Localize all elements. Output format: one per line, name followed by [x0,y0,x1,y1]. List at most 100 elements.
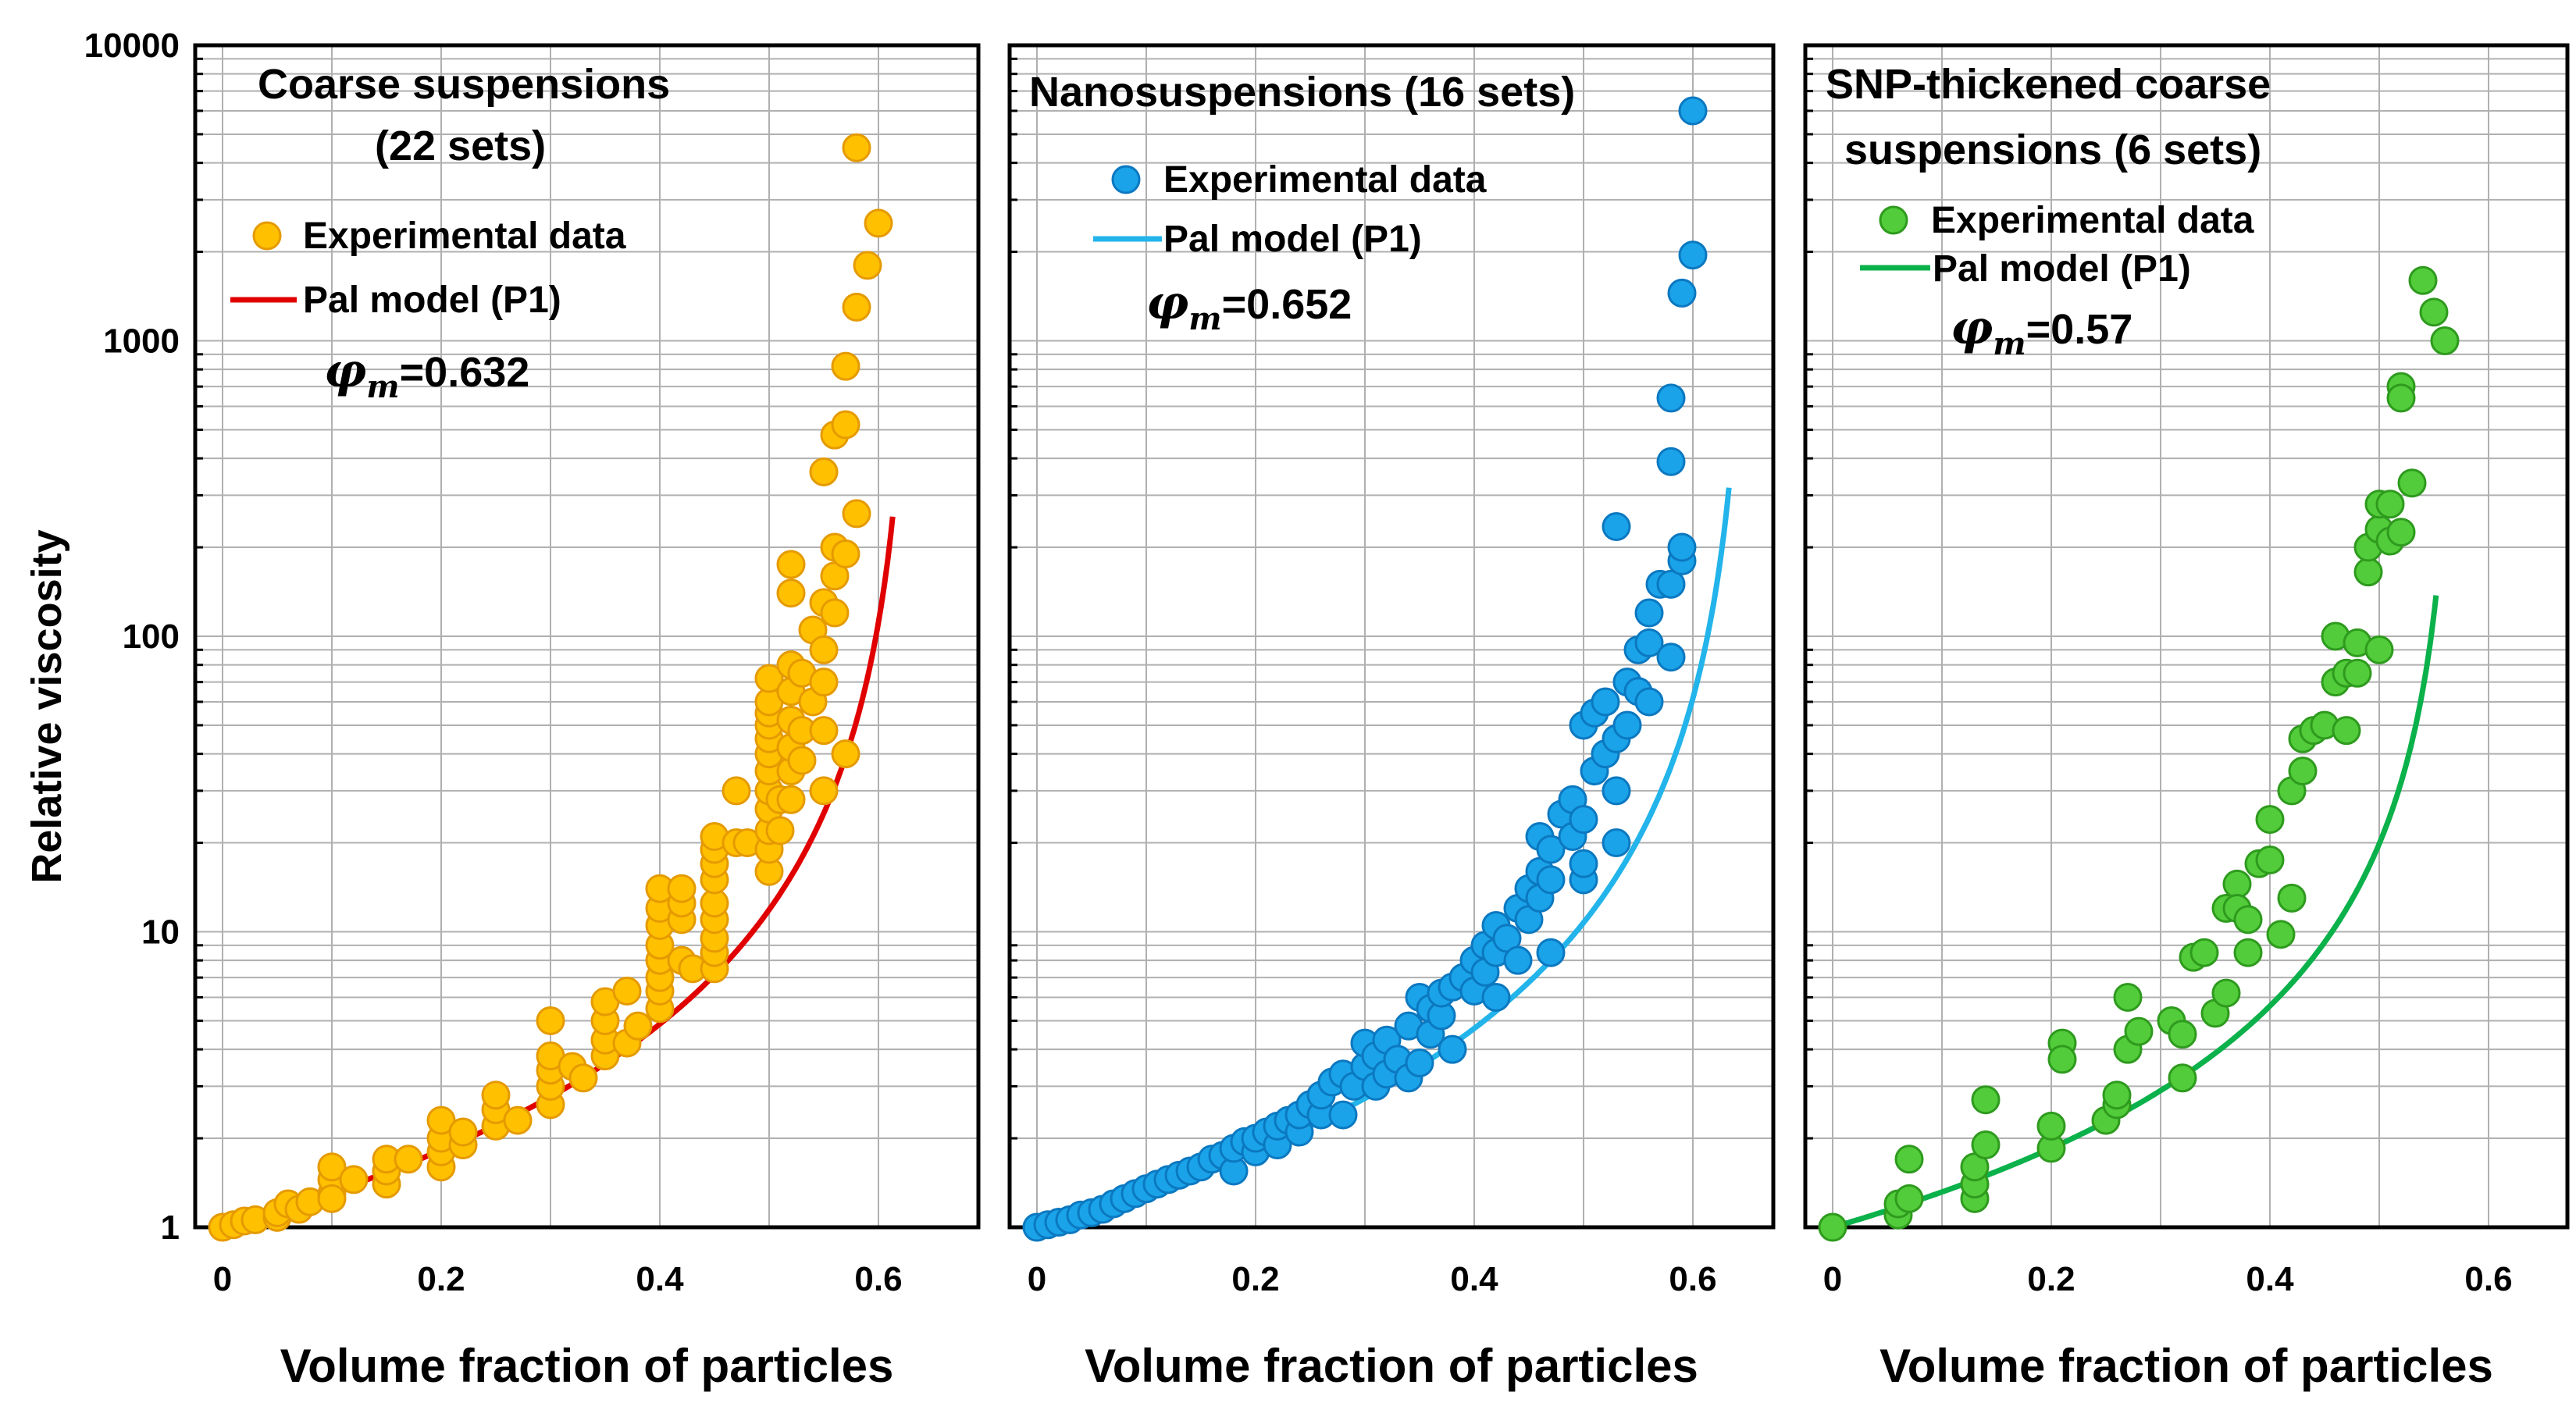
panel-title: (22 sets) [375,123,546,169]
phi-m-annotation: φm=0.632 [324,344,529,405]
data-point [1678,240,1708,270]
data-point [1602,828,1631,858]
legend-label-points: Experimental data [1163,159,1487,201]
data-point [1481,982,1511,1012]
data-point [1667,278,1697,308]
panel-1: 0 0.2 0.4 0.6 Volume fraction of particles Co… [193,43,981,1392]
data-point [1634,687,1664,717]
data-point [2189,938,2219,967]
data-point [2102,1080,2132,1110]
legend-label-line: Pal model (P1) [303,279,561,321]
data-point [864,208,893,238]
data-point [1536,938,1566,967]
model-curve [222,516,896,1230]
x-tick-label: 0 [1028,1260,1046,1298]
data-point [809,716,839,746]
legend-point-marker [1111,165,1141,194]
data-point [842,499,871,529]
data-point [317,1152,347,1182]
x-tick-label: 0.6 [1669,1260,1716,1298]
legend-label-line: Pal model (P1) [1163,219,1422,260]
data-point [394,1145,423,1174]
phi-m-annotation: φm=0.57 [1951,301,2132,362]
data-point [2277,883,2307,913]
x-tick-label: 0.4 [2246,1260,2294,1298]
data-point [426,1105,456,1135]
data-point [842,292,871,322]
plot-frame [1007,43,1776,1230]
y-tick-label: 10000 [84,27,180,65]
data-point [2036,1111,2066,1141]
data-point [2266,920,2296,949]
data-point [831,410,860,440]
data-point [1591,687,1620,717]
data-point [776,578,806,608]
data-point [809,776,839,806]
data-point [1818,1212,1847,1242]
data-point [317,1184,347,1213]
data-point [721,776,751,806]
panel-3: 0 0.2 0.4 0.6 Volume fraction of particles SN… [1803,43,2570,1392]
data-point [1667,532,1697,562]
y-tick-label: 100 [123,618,180,656]
data-point [1569,805,1598,835]
data-point [503,1105,533,1135]
x-tick-label: 0.2 [417,1260,465,1298]
data-point [809,457,839,486]
y-tick-label: 1000 [103,322,180,361]
data-point [1894,1145,1924,1174]
legend-point-marker [252,221,282,251]
x-tick-label: 0.6 [854,1260,902,1298]
data-point [809,668,839,697]
data-point [1634,598,1664,628]
panel-title: suspensions (6 sets) [1844,126,2261,173]
x-axis-label: Volume fraction of particles [1085,1340,1698,1392]
data-point [1656,383,1686,413]
data-point [776,785,806,814]
model-curve [1831,595,2439,1230]
x-tick-label: 0.4 [1450,1260,1498,1298]
legend-label-points: Experimental data [1931,200,2254,241]
data-point [1612,710,1642,740]
data-point [2386,518,2416,547]
data-point [787,746,817,775]
phi-m-annotation: φm=0.652 [1146,276,1352,337]
data-point [2353,557,2383,587]
data-point [536,1006,565,1035]
data-point [448,1117,478,1147]
data-point [831,739,860,769]
data-point [1971,1130,2001,1159]
data-point [820,598,850,628]
y-tick-label: 10 [141,913,180,952]
panel-title: Coarse suspensions [258,61,670,108]
legend-label-line: Pal model (P1) [1933,248,2191,290]
data-point [1602,776,1631,806]
panel-2: 0 0.2 0.4 0.6 Volume fraction of particles Na… [1007,43,1776,1392]
data-point [1438,1034,1467,1064]
data-point [1656,447,1686,476]
data-point [2233,905,2263,934]
data-point [2211,978,2241,1008]
x-tick-label: 0.2 [1231,1260,1279,1298]
data-point [2397,468,2427,498]
data-point [754,664,784,693]
plot-frame [1803,43,2570,1230]
data-point [853,251,882,280]
data-point [1503,945,1533,975]
y-tick-label: 1 [161,1209,180,1247]
x-tick-label: 0 [213,1260,232,1298]
data-point [2047,1045,2077,1074]
data-point [623,1011,653,1041]
data-point [1656,643,1686,672]
panel-title: Nanosuspensions (16 sets) [1029,69,1575,116]
data-point [1602,512,1631,542]
data-point [2332,716,2361,746]
x-tick-label: 0.6 [2464,1260,2512,1298]
legend-label-points: Experimental data [303,215,626,257]
data-point [765,816,795,846]
data-point [1971,1085,2001,1115]
x-axis-label: Volume fraction of particles [1879,1340,2493,1392]
data-point [1656,569,1686,599]
data-point [2430,326,2460,355]
panel-title: SNP-thickened coarse [1826,61,2271,108]
